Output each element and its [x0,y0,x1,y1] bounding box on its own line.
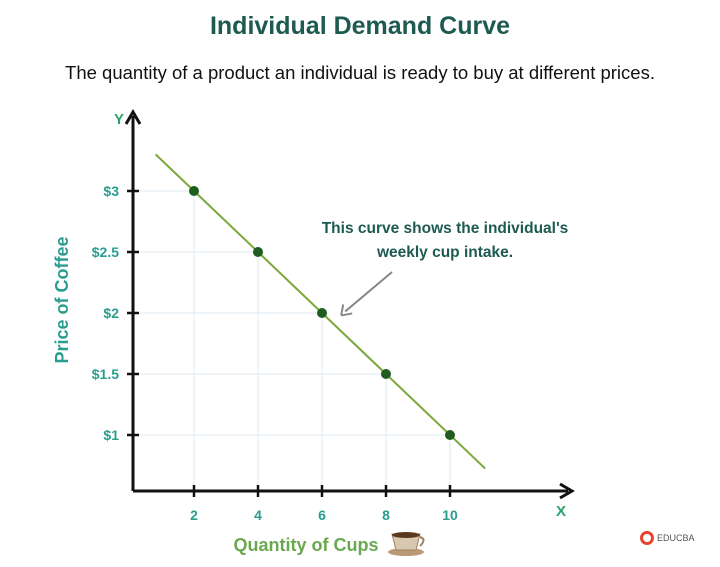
annotation-arrowhead-icon [340,304,353,317]
x-tick-label: 6 [318,507,326,523]
chart-title: Individual Demand Curve [209,12,511,40]
x-tick-label: 10 [442,507,458,523]
x-axis-letter: X [556,503,566,520]
x-axis-label: Quantity of Cups [234,535,379,555]
x-tick-label: 8 [382,507,390,523]
x-axis-arrow-icon [559,482,575,500]
data-point [445,430,455,440]
x-tick-label: 4 [254,507,262,523]
y-tick-label: $1.5 [92,366,119,382]
annotation-arrow [344,271,393,313]
y-tick-label: $2.5 [92,244,119,260]
y-tick-label: $2 [103,305,119,321]
y-axis-arrow-icon [124,109,142,125]
logo-mark-icon [640,531,654,545]
data-point [253,247,263,257]
data-point [317,308,327,318]
educba-logo: EDUCBA [640,531,695,545]
data-point [189,186,199,196]
y-tick-label: $3 [103,183,119,199]
y-axis-letter: Y [114,111,124,128]
y-tick-label: $1 [103,427,119,443]
data-point [381,369,391,379]
annotation-text: This curve shows the individual's [322,220,569,237]
coffee-cup-handle [419,536,425,547]
chart-subtitle: The quantity of a product an individual … [65,62,655,83]
coffee-surface [392,532,420,538]
x-tick-label: 2 [190,507,198,523]
annotation-text: weekly cup intake. [376,244,513,261]
y-axis-label: Price of Coffee [52,236,72,363]
